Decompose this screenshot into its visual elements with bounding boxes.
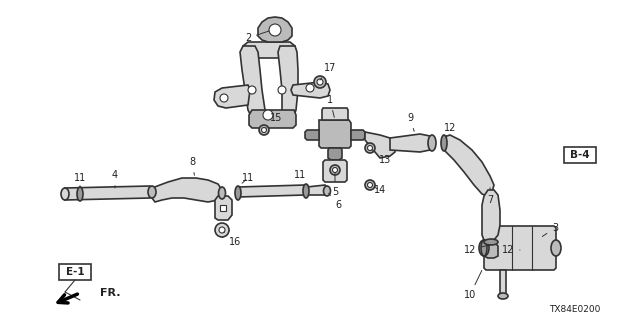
Circle shape: [306, 84, 314, 92]
Text: 16: 16: [224, 232, 241, 247]
Text: 10: 10: [464, 270, 482, 300]
Ellipse shape: [303, 184, 309, 198]
Text: 12: 12: [464, 245, 490, 255]
Polygon shape: [278, 46, 298, 120]
Text: 2: 2: [245, 31, 269, 43]
Text: 7: 7: [487, 188, 493, 205]
Circle shape: [367, 182, 372, 188]
Text: 3: 3: [542, 223, 558, 236]
Polygon shape: [307, 185, 327, 195]
Circle shape: [314, 76, 326, 88]
Polygon shape: [351, 130, 365, 140]
Circle shape: [263, 110, 273, 120]
Polygon shape: [243, 42, 295, 58]
Ellipse shape: [235, 186, 241, 200]
Text: 17: 17: [320, 63, 336, 80]
Text: TX84E0200: TX84E0200: [548, 306, 600, 315]
Circle shape: [278, 86, 286, 94]
Circle shape: [262, 127, 266, 132]
Circle shape: [365, 143, 375, 153]
Circle shape: [219, 227, 225, 233]
Text: 11: 11: [74, 173, 86, 188]
Circle shape: [220, 94, 228, 102]
Text: 5: 5: [332, 173, 338, 197]
Circle shape: [365, 180, 375, 190]
Polygon shape: [220, 205, 226, 211]
Polygon shape: [236, 185, 307, 197]
Circle shape: [330, 165, 340, 175]
Ellipse shape: [481, 240, 487, 256]
Ellipse shape: [61, 188, 69, 200]
Circle shape: [269, 24, 281, 36]
Text: 12: 12: [502, 245, 520, 255]
Text: 6: 6: [329, 193, 341, 210]
Polygon shape: [484, 226, 556, 270]
Ellipse shape: [479, 240, 489, 256]
Ellipse shape: [323, 186, 330, 196]
Text: 9: 9: [407, 113, 414, 131]
Circle shape: [317, 79, 323, 85]
Text: 4: 4: [112, 170, 118, 188]
Text: 1: 1: [327, 95, 334, 117]
Polygon shape: [365, 132, 395, 158]
Ellipse shape: [428, 135, 436, 151]
Text: 11: 11: [294, 170, 308, 185]
Ellipse shape: [77, 187, 83, 201]
Polygon shape: [258, 17, 292, 42]
Text: B-4: B-4: [570, 150, 590, 160]
Polygon shape: [240, 46, 265, 120]
Polygon shape: [319, 120, 351, 148]
Ellipse shape: [218, 187, 225, 199]
Ellipse shape: [148, 186, 156, 198]
Ellipse shape: [551, 240, 561, 256]
Polygon shape: [500, 270, 506, 296]
Text: 14: 14: [374, 185, 386, 195]
Circle shape: [248, 86, 256, 94]
Polygon shape: [484, 242, 498, 258]
Ellipse shape: [441, 135, 447, 151]
Text: 11: 11: [242, 173, 254, 183]
Polygon shape: [215, 196, 232, 220]
Text: 8: 8: [189, 157, 195, 175]
Polygon shape: [152, 178, 222, 202]
Polygon shape: [390, 134, 432, 152]
Polygon shape: [249, 110, 296, 128]
Ellipse shape: [484, 239, 498, 245]
Polygon shape: [291, 82, 330, 98]
Polygon shape: [63, 186, 152, 200]
Text: E-1: E-1: [66, 267, 84, 277]
Text: 13: 13: [372, 150, 391, 165]
Polygon shape: [322, 108, 348, 120]
Ellipse shape: [498, 293, 508, 299]
Text: 15: 15: [266, 113, 282, 128]
Polygon shape: [214, 85, 250, 108]
Circle shape: [215, 223, 229, 237]
Polygon shape: [444, 135, 494, 196]
Polygon shape: [305, 130, 319, 140]
Text: FR.: FR.: [100, 288, 120, 298]
Circle shape: [367, 146, 372, 150]
Polygon shape: [323, 160, 347, 182]
Text: 12: 12: [444, 123, 456, 137]
Circle shape: [333, 167, 337, 172]
Circle shape: [259, 125, 269, 135]
Polygon shape: [328, 148, 342, 160]
Polygon shape: [482, 190, 500, 242]
